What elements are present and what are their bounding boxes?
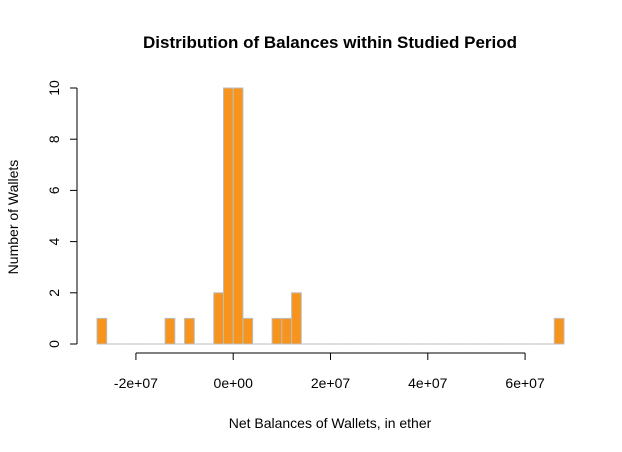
histogram-bar [222, 87, 234, 345]
chart-title: Distribution of Balances within Studied … [143, 33, 517, 52]
y-tick-label: 6 [46, 186, 62, 194]
y-tick-label: 0 [46, 340, 62, 348]
histogram-bar [96, 317, 108, 345]
y-axis: 0 2 4 6 8 10 [46, 80, 78, 348]
histogram-bar [184, 317, 195, 345]
y-tick-label: 4 [46, 237, 62, 245]
histogram-bar [232, 87, 244, 345]
y-tick-label: 2 [46, 289, 62, 297]
histogram-bar [281, 317, 293, 345]
x-tick-label: 0e+00 [214, 375, 254, 391]
histogram-bar [164, 317, 176, 345]
x-tick-label: 4e+07 [408, 375, 448, 391]
histogram-bar [213, 292, 224, 345]
histogram-bar [242, 317, 254, 345]
x-tick-label: 2e+07 [311, 375, 351, 391]
y-tick-label: 10 [46, 80, 62, 96]
x-axis-label: Net Balances of Wallets, in ether [229, 415, 432, 431]
y-axis-label: Number of Wallets [5, 160, 21, 275]
histogram-bar [291, 292, 302, 345]
histogram-bar [553, 317, 565, 345]
y-tick-label: 8 [46, 135, 62, 143]
x-tick-label: -2e+07 [114, 375, 158, 391]
x-tick-label: 6e+07 [505, 375, 545, 391]
x-axis: -2e+07 0e+00 2e+07 4e+07 6e+07 [114, 352, 545, 391]
histogram-bar [271, 317, 283, 345]
bars-group [96, 87, 565, 345]
